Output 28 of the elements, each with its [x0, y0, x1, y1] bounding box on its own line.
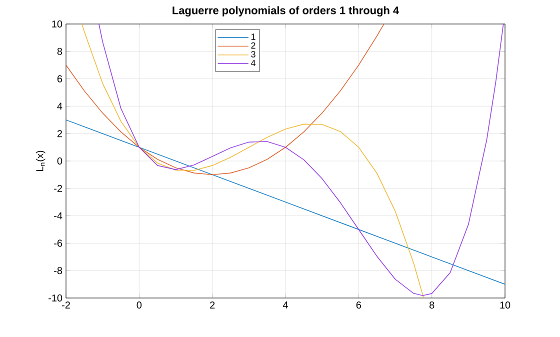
y-tick-label: -8 [54, 267, 62, 274]
line-series [66, 120, 506, 285]
y-tick-label: -10 [48, 294, 62, 302]
x-tick-label: 4 [282, 302, 288, 308]
x-tick-label: 8 [430, 302, 434, 309]
y-tick-label: -4 [54, 212, 62, 220]
legend-label: 4 [250, 60, 256, 66]
y-tick-label: -6 [54, 240, 62, 247]
x-tick-label: 6 [356, 302, 362, 309]
line-series [82, 24, 424, 298]
y-tick-label: 0 [57, 157, 62, 165]
y-tick-label: -2 [54, 184, 62, 192]
y-tick-label: 2 [57, 130, 62, 138]
y-tick-label: 4 [57, 102, 62, 110]
y-tick-label: 10 [52, 20, 62, 28]
legend-label: 3 [251, 51, 256, 58]
x-tick-label: -2 [62, 302, 70, 308]
line-series [98, 24, 504, 296]
chart-title: Laguerre polynomials of orders 1 through 4 [172, 6, 400, 16]
x-tick-label: 0 [136, 302, 142, 309]
x-tick-label: 2 [210, 302, 215, 308]
y-axis-title: L$_{n}$(x) [36, 150, 46, 171]
x-tick-label: 10 [500, 302, 510, 309]
y-tick-label: 8 [57, 48, 62, 55]
y-tick-label: 6 [57, 75, 62, 82]
legend-label: 1 [251, 34, 256, 40]
line-series [66, 24, 384, 176]
legend-label: 2 [251, 42, 256, 49]
